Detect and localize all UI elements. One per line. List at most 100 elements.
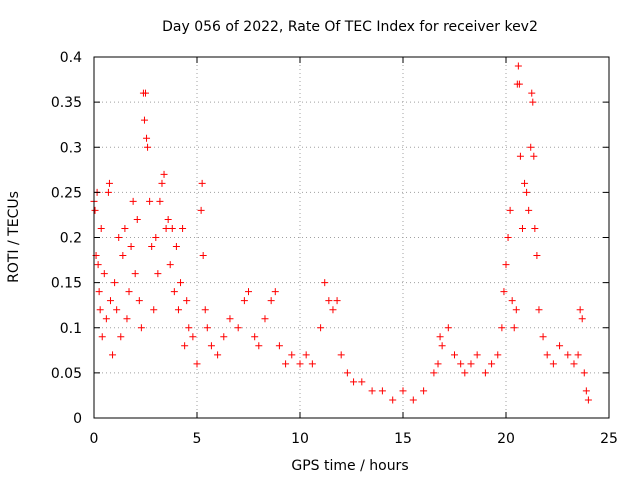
y-tick-label: 0.2: [60, 231, 82, 247]
data-point: [193, 360, 201, 368]
x-tick-label: 0: [90, 431, 99, 447]
data-point: [117, 333, 125, 341]
data-point: [183, 297, 191, 305]
data-point: [121, 224, 129, 232]
data-point: [343, 369, 351, 377]
data-point: [142, 89, 149, 97]
data-point: [282, 360, 290, 368]
grid-lines: [94, 57, 609, 418]
data-point: [409, 396, 417, 404]
y-tick-label: 0.35: [51, 95, 82, 111]
data-point: [325, 297, 333, 305]
data-point: [543, 351, 551, 359]
data-point: [105, 179, 113, 187]
data-point: [321, 279, 329, 287]
data-point: [508, 297, 516, 305]
data-point: [574, 351, 582, 359]
data-point: [115, 234, 123, 241]
data-point: [179, 224, 187, 232]
data-point: [125, 288, 133, 296]
data-point: [514, 62, 522, 70]
data-point: [556, 342, 564, 350]
x-tick-label: 10: [291, 431, 309, 447]
data-point: [329, 306, 337, 314]
data-point: [494, 351, 502, 359]
data-point: [271, 288, 279, 296]
data-point: [181, 342, 189, 350]
data-point: [119, 252, 127, 260]
data-point: [582, 387, 590, 395]
y-axis-ticks: 0 0.05 0.1 0.15 0.2 0.25 0.3 0.35 0.4: [51, 50, 609, 427]
data-point: [399, 387, 407, 395]
data-point: [133, 215, 141, 223]
data-point: [166, 261, 174, 269]
data-point: [434, 360, 442, 368]
data-point: [296, 360, 304, 368]
data-point: [358, 378, 366, 386]
data-point: [502, 261, 510, 269]
x-tick-label: 20: [497, 431, 515, 447]
data-point: [512, 306, 520, 314]
data-point: [174, 306, 182, 314]
data-point: [333, 297, 341, 305]
data-point: [220, 333, 228, 341]
data-point: [523, 188, 531, 196]
data-point: [488, 360, 496, 368]
data-point: [539, 333, 547, 341]
data-point: [162, 224, 170, 232]
data-point: [533, 252, 541, 260]
data-point: [106, 297, 114, 305]
plot-border: [93, 56, 610, 419]
y-tick-label: 0.05: [51, 366, 82, 382]
data-point: [337, 351, 345, 359]
y-axis-label: ROTI / TECUs: [6, 191, 22, 283]
data-point: [261, 315, 269, 323]
x-axis-ticks: 0 5 10 15 20 25: [90, 57, 618, 447]
data-point: [234, 324, 242, 332]
data-point: [98, 333, 106, 341]
data-point: [528, 89, 536, 97]
data-point: [170, 288, 178, 296]
data-point: [168, 224, 176, 232]
data-point: [255, 342, 263, 350]
data-point: [350, 378, 358, 386]
chart-title: Day 056 of 2022, Rate Of TEC Index for r…: [162, 19, 538, 35]
y-tick-label: 0: [73, 411, 82, 427]
data-point: [516, 152, 524, 160]
x-tick-label: 25: [600, 431, 618, 447]
data-point: [207, 342, 215, 350]
data-point: [576, 306, 584, 314]
data-point: [100, 270, 108, 278]
data-point: [177, 279, 185, 287]
data-point: [506, 206, 514, 214]
x-tick-label: 5: [193, 431, 202, 447]
y-tick-label: 0.3: [60, 140, 82, 156]
data-point: [457, 360, 465, 368]
data-point: [518, 224, 526, 232]
data-point: [275, 342, 283, 350]
data-point: [146, 197, 154, 205]
data-point: [102, 315, 110, 323]
data-point: [131, 270, 139, 278]
data-point: [143, 134, 151, 142]
data-point: [160, 170, 168, 178]
data-point: [535, 306, 543, 314]
data-point: [389, 396, 397, 404]
y-tick-label: 0.1: [60, 321, 82, 337]
data-point: [584, 396, 592, 404]
data-point: [515, 80, 523, 88]
data-point: [164, 215, 172, 223]
data-point: [527, 143, 535, 151]
data-point: [525, 206, 533, 214]
y-tick-label: 0.25: [51, 185, 82, 201]
data-point: [154, 270, 162, 278]
data-point: [500, 288, 508, 296]
data-point: [185, 324, 193, 332]
data-point: [144, 143, 152, 151]
data-point: [549, 360, 557, 368]
data-point: [197, 206, 205, 214]
data-point: [308, 360, 316, 368]
data-point: [288, 351, 296, 359]
data-point: [481, 369, 489, 377]
